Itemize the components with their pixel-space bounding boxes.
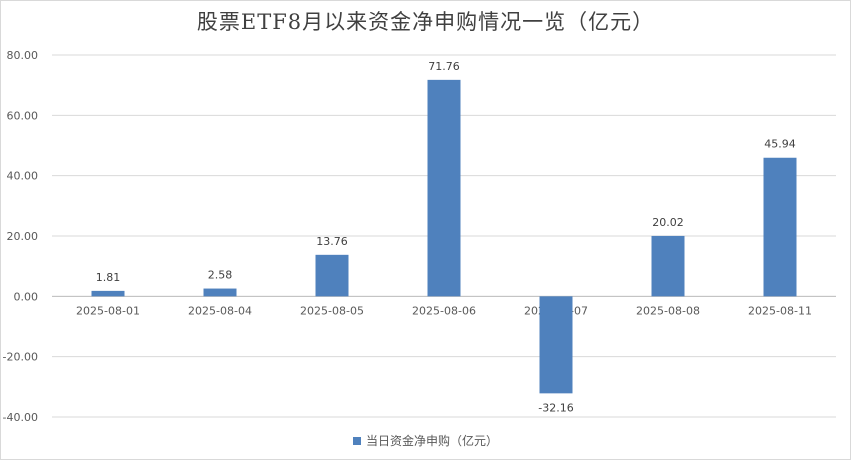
- bar: [315, 254, 349, 297]
- data-label: 45.94: [764, 138, 796, 151]
- y-tick-label: -40.00: [3, 411, 38, 424]
- data-label: 20.02: [652, 216, 684, 229]
- chart-title: 股票ETF8月以来资金净申购情况一览（亿元）: [196, 10, 655, 34]
- y-tick-label: 40.00: [7, 170, 39, 183]
- bar: [539, 296, 573, 394]
- y-tick-label: 0.00: [14, 290, 39, 303]
- data-label: -32.16: [538, 401, 573, 414]
- y-tick-label: 20.00: [7, 230, 39, 243]
- bar: [91, 290, 125, 297]
- data-label: 13.76: [316, 235, 348, 248]
- chart-legend: 当日资金净申购（亿元）: [0, 432, 851, 449]
- y-tick-label: 80.00: [7, 49, 39, 62]
- data-label: 2.58: [208, 269, 233, 282]
- x-tick-label: 2025-08-06: [412, 304, 476, 317]
- x-tick-label: 2025-08-04: [188, 304, 252, 317]
- x-tick-label: 2025-08-08: [636, 304, 700, 317]
- legend-swatch: [352, 437, 361, 445]
- x-tick-label: 2025-08-05: [300, 304, 364, 317]
- y-tick-label: -20.00: [3, 351, 38, 364]
- data-label: 71.76: [428, 60, 460, 73]
- data-label: 1.81: [96, 271, 121, 284]
- legend-label: 当日资金净申购（亿元）: [365, 434, 498, 448]
- bar: [763, 157, 797, 297]
- y-tick-label: 60.00: [7, 109, 39, 122]
- x-tick-label: 2025-08-11: [748, 304, 812, 317]
- bar: [427, 79, 461, 297]
- bar: [203, 288, 237, 297]
- x-tick-label: 2025-08-01: [76, 304, 140, 317]
- bar: [651, 235, 685, 297]
